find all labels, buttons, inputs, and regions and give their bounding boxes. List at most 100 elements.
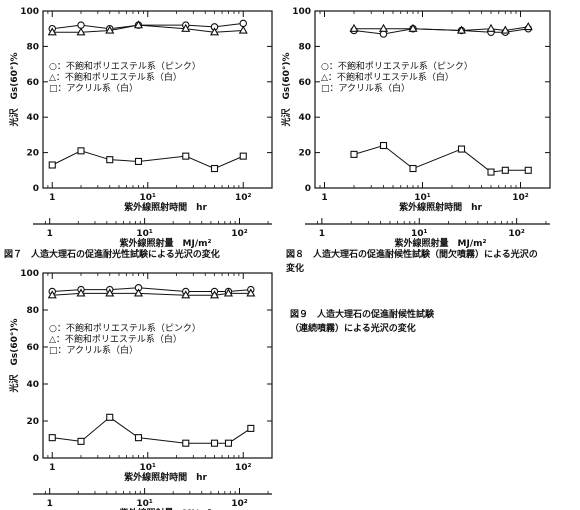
data-point	[182, 439, 190, 447]
legend-entry: △：不飽和ポリエステル系（白）	[49, 71, 182, 83]
x2-tick-label: 10¹	[136, 499, 153, 509]
data-point	[239, 152, 247, 160]
figure-8-panel: 0 20 40 60 80 100 1 10¹ 10² 紫外線照射時間 hr 1 10¹ 10² 紫外線照…	[280, 0, 580, 249]
data-point	[77, 437, 85, 445]
series-square	[350, 141, 532, 176]
data-point	[246, 288, 256, 297]
x2-tick-label: 10²	[231, 229, 248, 239]
x2-tick-label: 10¹	[136, 229, 153, 239]
data-point	[238, 25, 248, 34]
y-tick-label: 100	[20, 269, 39, 279]
y-axis-title: 光沢 Gs(60°)%	[8, 318, 20, 393]
data-point	[134, 157, 143, 165]
x-axis-title: 紫外線照射時間 hr	[399, 201, 482, 213]
legend-entry: □：アクリル系（白）	[321, 82, 410, 94]
legend-entry: □：アクリル系（白）	[49, 344, 138, 356]
x-axis-title: 紫外線照射時間 hr	[124, 471, 207, 483]
data-point	[209, 290, 220, 299]
data-point	[210, 164, 219, 173]
data-point	[523, 22, 533, 31]
x-tick-label: 10²	[235, 463, 252, 473]
figure-7-chart: 0 20 40 60 80 100 1 10¹ 10² 紫外線照射時間 hr 1 10¹ 10² 紫外線照…	[8, 7, 273, 249]
data-point	[350, 150, 358, 158]
data-point	[349, 23, 359, 32]
y-tick-label: 80	[298, 42, 311, 52]
data-point	[133, 288, 144, 297]
x-tick-label: 10¹	[140, 463, 157, 473]
data-point	[106, 156, 114, 164]
x2-tick-label: 10¹	[411, 229, 428, 239]
plot-frame	[42, 10, 273, 189]
x2-tick-label: 1	[319, 229, 325, 239]
data-point	[106, 413, 114, 421]
data-point	[133, 20, 144, 29]
y-tick-label: 60	[26, 343, 39, 353]
y-axis-title: 光沢 Gs(60°)%	[280, 52, 292, 127]
data-point	[224, 439, 233, 447]
data-point	[47, 290, 57, 299]
series-triangle	[47, 20, 248, 36]
figure-9-caption: 図９ 人造大理石の促進耐候性試験 （連続噴霧）による光沢の変化	[290, 310, 435, 334]
data-point	[501, 166, 509, 174]
x2-axis-title: 紫外線照射量 MJ/m²	[120, 237, 212, 249]
data-point	[134, 434, 143, 442]
data-point	[105, 25, 115, 34]
x-tick-label: 1	[321, 193, 327, 203]
figure-9-chart: 0 20 40 60 80 100 1 10¹ 10² 紫外線照射時間 hr 1 10¹ 10² 紫外線照…	[8, 269, 273, 510]
data-point	[182, 152, 190, 160]
x-axis-title: 紫外線照射時間 hr	[124, 201, 207, 213]
data-point	[48, 434, 56, 442]
legend-entry: △：不飽和ポリエステル系（白）	[49, 333, 182, 345]
data-point	[76, 27, 86, 36]
series-square	[48, 147, 247, 173]
data-point	[210, 439, 219, 447]
data-point	[487, 168, 495, 176]
x-tick-label: 1	[49, 193, 55, 203]
series-triangle	[349, 22, 533, 34]
data-point	[408, 23, 418, 32]
data-point	[209, 27, 220, 36]
y-tick-label: 100	[292, 7, 311, 17]
y-tick-label: 20	[298, 149, 311, 159]
series-triangle	[47, 288, 256, 299]
figure-7-panel: 0 20 40 60 80 100 1 10¹ 10² 紫外線照射時間 hr 1 10¹ 10² 紫外線照…	[0, 0, 290, 249]
y-tick-label: 0	[33, 184, 39, 194]
data-point	[500, 25, 510, 34]
data-point	[181, 23, 191, 32]
y-tick-label: 100	[20, 7, 39, 17]
x2-tick-label: 1	[47, 229, 53, 239]
x2-axis-title: 紫外線照射量 MJ/m²	[395, 237, 487, 249]
x-tick-label: 10²	[235, 193, 252, 203]
x2-axis-title: 紫外線照射量 MJ/m²	[120, 507, 212, 510]
data-point	[47, 27, 57, 36]
plot-frame	[314, 10, 551, 189]
figure-8-chart: 0 20 40 60 80 100 1 10¹ 10² 紫外線照射時間 hr 1 10¹ 10² 紫外線照…	[280, 7, 551, 249]
data-point	[105, 288, 115, 297]
legend-entry: △：不飽和ポリエステル系（白）	[321, 71, 454, 83]
y-tick-label: 80	[26, 42, 39, 52]
data-point	[48, 161, 56, 169]
y-tick-label: 40	[26, 380, 39, 390]
data-point	[486, 23, 496, 32]
data-point	[456, 25, 467, 34]
x-tick-label: 10²	[512, 193, 529, 203]
data-point	[223, 288, 233, 297]
data-point	[378, 23, 389, 32]
x-tick-label: 10¹	[140, 193, 157, 203]
data-point	[379, 141, 388, 150]
y-tick-label: 40	[26, 113, 39, 123]
legend-entry: □：アクリル系（白）	[49, 82, 138, 94]
data-point	[247, 424, 255, 432]
figure-7-caption: 図７ 人造大理石の促進耐光性試験による光沢の変化	[4, 250, 220, 260]
x-tick-label: 1	[49, 463, 55, 473]
x2-tick-label: 10²	[508, 229, 525, 239]
legend-entry: ○：不飽和ポリエステル系（ピンク）	[49, 322, 201, 334]
data-point	[524, 166, 532, 174]
y-tick-label: 80	[26, 306, 39, 316]
y-tick-label: 40	[298, 113, 311, 123]
y-axis-title: 光沢 Gs(60°)%	[8, 52, 20, 127]
y-tick-label: 0	[33, 454, 39, 464]
data-point	[181, 290, 191, 299]
y-tick-label: 60	[298, 78, 311, 88]
x2-tick-label: 1	[47, 499, 53, 509]
